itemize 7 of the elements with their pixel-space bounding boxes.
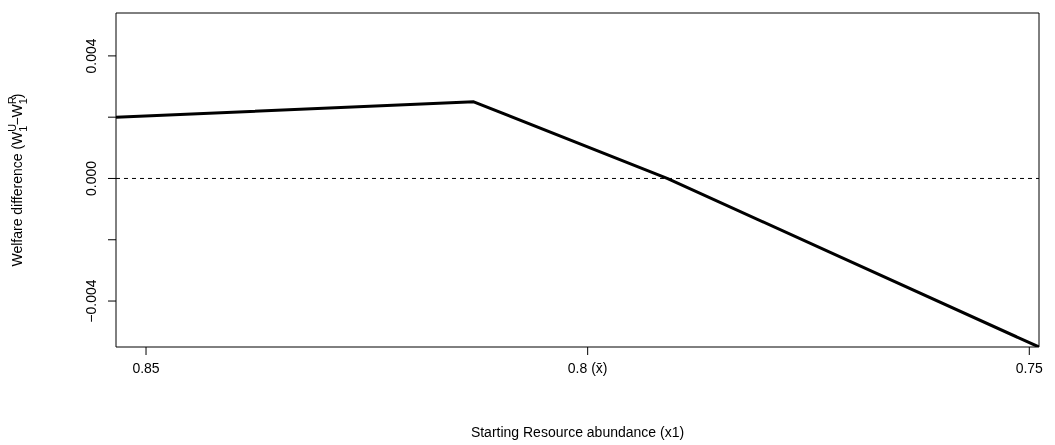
y-tick-label: 0.004: [83, 38, 99, 74]
x-tick-label: 0.85: [132, 360, 160, 376]
x-axis-title: Starting Resource abundance (x1): [470, 424, 685, 440]
x-tick-label: 0.75: [1015, 360, 1044, 376]
y-tick-label: 0.000: [83, 160, 99, 196]
x-tick-label: 0.8 (x̄): [567, 360, 608, 376]
y-tick-label: −0.004: [83, 279, 99, 323]
